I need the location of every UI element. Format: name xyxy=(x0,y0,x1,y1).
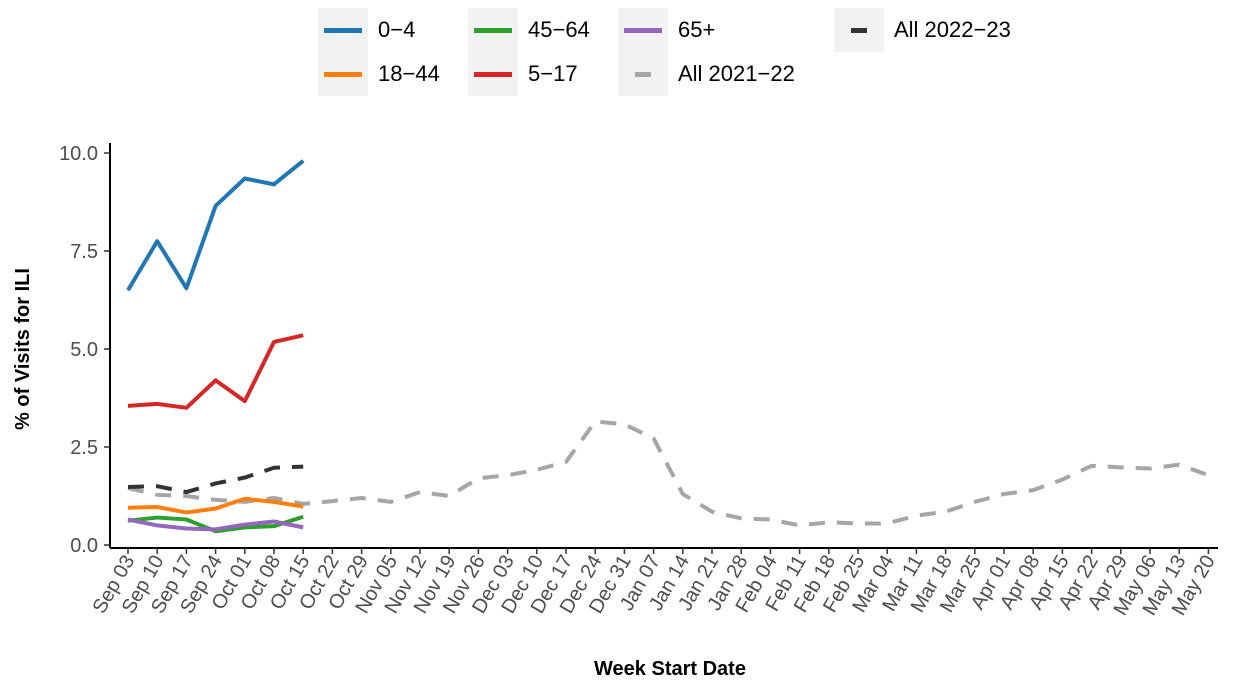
x-axis-title: Week Start Date xyxy=(594,658,746,680)
legend-item-5-17: 5−17 xyxy=(468,52,578,96)
legend-label: 45−64 xyxy=(528,17,590,42)
legend-key xyxy=(468,8,518,52)
series-line-5-17 xyxy=(127,333,304,410)
legend-label: 18−44 xyxy=(378,61,440,86)
legend-swatch xyxy=(851,28,867,33)
legend-key xyxy=(318,52,368,96)
series-line-0-4 xyxy=(126,159,305,292)
legend-key xyxy=(318,8,368,52)
series-line-65 xyxy=(127,517,304,532)
legend-swatch xyxy=(624,28,662,33)
y-tick-label: 10.0 xyxy=(59,143,98,165)
legend-label: 5−17 xyxy=(528,61,578,86)
y-tick-label: 7.5 xyxy=(70,241,98,263)
legend-item-65-plus: 65+ xyxy=(618,8,715,52)
legend-swatch xyxy=(474,28,512,33)
legend-swatch xyxy=(324,72,362,77)
legend-swatch xyxy=(474,72,512,77)
legend-key xyxy=(834,8,884,52)
legend-label: 0−4 xyxy=(378,17,416,42)
legend-item-all-2021-22: All 2021−22 xyxy=(618,52,795,96)
series-line-18-44 xyxy=(127,496,304,515)
legend-key xyxy=(618,52,668,96)
plot-lines xyxy=(126,159,1210,534)
legend-label: All 2021−22 xyxy=(678,61,795,86)
legend-label: 65+ xyxy=(678,17,716,42)
series-line-all-2022-23 xyxy=(127,464,304,495)
y-tick-label: 5.0 xyxy=(70,339,98,361)
legend-item-0-4: 0−4 xyxy=(318,8,415,52)
legend-key xyxy=(468,52,518,96)
y-axis-title: % of Visits for ILI xyxy=(12,268,34,430)
legend-label: All 2022−23 xyxy=(894,17,1011,42)
legend-item-all-2022-23: All 2022−23 xyxy=(834,8,1011,52)
series-line-all-2021-22 xyxy=(127,419,1210,528)
legend-item-45-64: 45−64 xyxy=(468,8,590,52)
legend-item-18-44: 18−44 xyxy=(318,52,440,96)
y-ticks: 0.0 2.5 5.0 7.5 10.0 xyxy=(59,143,110,557)
y-tick-label: 2.5 xyxy=(70,437,98,459)
legend-swatch xyxy=(635,72,651,77)
chart-legend: 0−4 18−44 45−64 5−17 65+ All 2021−22 All… xyxy=(318,8,1038,100)
legend-key xyxy=(618,8,668,52)
legend-swatch xyxy=(324,28,362,33)
y-tick-label: 0.0 xyxy=(70,535,98,557)
